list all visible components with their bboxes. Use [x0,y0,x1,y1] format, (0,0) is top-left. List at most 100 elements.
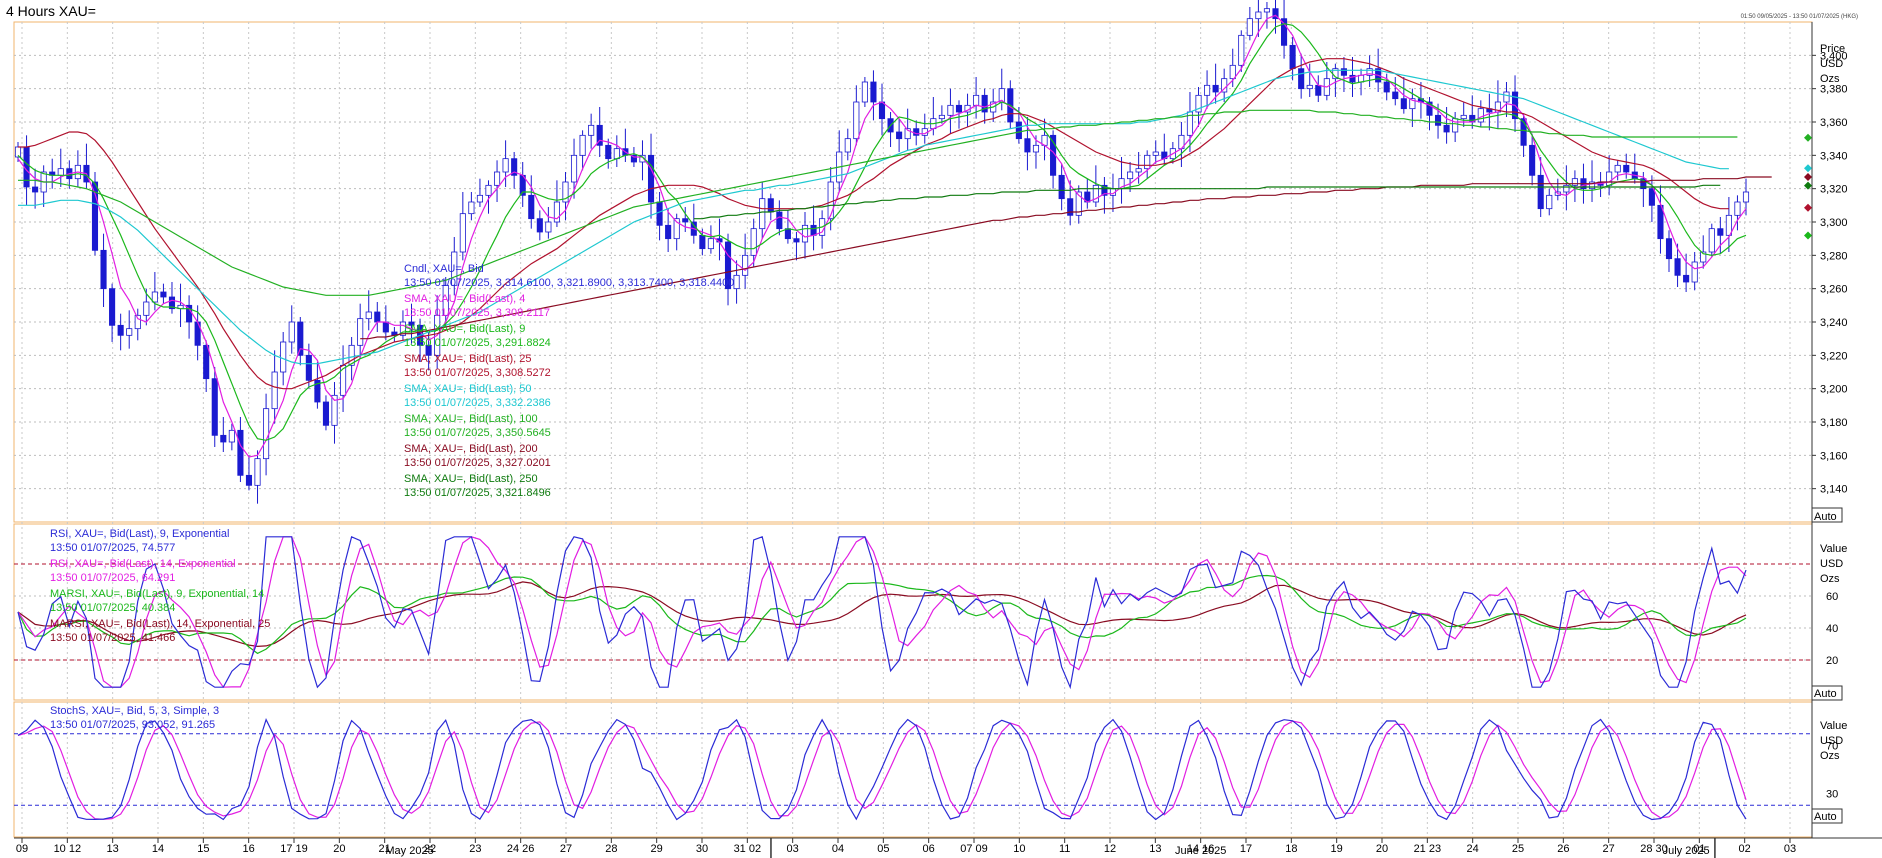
candle-body [1238,34,1245,66]
candle-body [955,104,963,113]
candle-body [1520,118,1527,146]
candle-body [896,131,903,140]
candle-body [596,124,603,146]
candle-body [1263,8,1271,13]
time-tick-label: 28 [605,843,617,855]
legend-series-value: 13:50 01/07/2025, 3,321.8496 [404,487,551,499]
candle-body [468,201,475,215]
legend-series-name: SMA, XAU=, Bid(Last), 25 [404,353,531,365]
price-tick-label: 3,280 [1820,250,1848,262]
candle-body [1058,174,1065,200]
candle-body [1272,8,1279,20]
rsi-tick-label: 60 [1826,591,1838,603]
sma-250-line [693,184,1721,220]
candle-body [793,238,800,243]
candle-body [1434,114,1442,126]
month-label: May 2025 [385,845,433,857]
candle-body [502,158,509,173]
stoch-k-line [17,717,1747,821]
candle-body [1460,114,1467,120]
candle-body [1152,151,1159,156]
candle-body [1024,138,1031,153]
stoch-tick-label: 30 [1826,788,1838,800]
legend-series-name: SMA, XAU=, Bid(Last), 100 [404,413,538,425]
candle-body [1734,201,1741,216]
stoch-tick-label: 70 [1826,741,1838,753]
price-tick-label: 3,240 [1820,317,1848,329]
candle-body [647,154,655,203]
time-tick-label: 10 [1013,843,1025,855]
candle-body [570,154,578,183]
price-value-marker [1804,203,1812,212]
candle-body [1281,18,1288,46]
candle-body [1229,64,1236,80]
candle-body [1614,164,1621,173]
pane-frame-2 [13,701,1813,838]
candle-body [57,168,64,176]
legend-series-value: 13:50 01/07/2025, 3,291.8824 [404,337,551,349]
candle-body [1392,91,1399,100]
legend-series-name: SMA, XAU=, Bid(Last), 50 [404,383,531,395]
price-tick-label: 3,220 [1820,350,1848,362]
candle-body [297,321,304,356]
price-legend: Cndl, XAU=, Bid 13:50 01/07/2025, 3,314.6… [404,263,734,499]
candle-body [1101,184,1108,196]
candle-body [1683,274,1690,283]
time-tick-label: 18 [1285,843,1297,855]
candle-body [1135,168,1142,173]
candle-body [1246,18,1253,36]
candle-body [348,344,355,366]
candle-body [91,181,99,251]
candle-body [981,94,988,113]
rsi-9-line [17,535,1747,690]
time-tick-label: 03 [787,843,799,855]
stoch-auto-button: Auto [1814,811,1837,823]
candle-body [639,154,646,163]
candle-body [1717,228,1724,236]
price-auto-box[interactable] [1811,507,1843,523]
candle-body [399,321,407,336]
candle-body [203,344,210,380]
candle-body [656,201,663,226]
stoch-auto-box[interactable] [1811,808,1843,824]
sma-50-line [18,69,1729,365]
month-label: July 2025 [1663,845,1710,857]
time-tick-label: 20 [333,843,345,855]
time-tick-label: 24 [1467,843,1479,855]
legend-series-name: MARSI, XAU=, Bid(Last), 14, Exponential,… [50,618,270,630]
candle-body [365,311,372,320]
candle-body [784,228,791,240]
candle-body [476,194,483,203]
candle-body [288,321,295,343]
candle-body [1212,84,1219,93]
candle-body [1092,184,1099,203]
candle-body [1725,214,1732,236]
candle-body [1357,74,1365,83]
candle-body [1477,108,1484,123]
candle-body [408,321,415,326]
candle-body [699,234,706,250]
candle-body [1298,68,1305,90]
candle-body [442,284,449,316]
candle-body [1640,178,1647,190]
candle-body [938,114,945,120]
legend-series-name: SMA, XAU=, Bid(Last), 250 [404,473,538,485]
candle-body [562,181,569,203]
candle-body [1409,98,1416,110]
rsi-auto-box[interactable] [1811,685,1843,701]
candle-body [724,241,732,290]
legend-series-value: 13:50 01/07/2025, 3,308.2117 [404,307,550,319]
legend-series-value: 13:50 01/07/2025, 3,308.5272 [404,367,551,379]
candle-body [844,138,851,153]
legend-series-value: 13:50 01/07/2025, 3,332.2386 [404,397,551,409]
candle-body [1571,178,1578,186]
candle-body [1546,194,1553,210]
candle-body [1144,154,1151,170]
time-tick-label: 02 [1739,843,1751,855]
stoch-legend: StochS, XAU=, Bid, 5, 3, Simple, 3 13:50 … [50,705,219,731]
candle-body [904,128,911,140]
candle-body [511,158,518,176]
sma-100-line [18,109,1738,296]
candle-body [271,371,278,410]
